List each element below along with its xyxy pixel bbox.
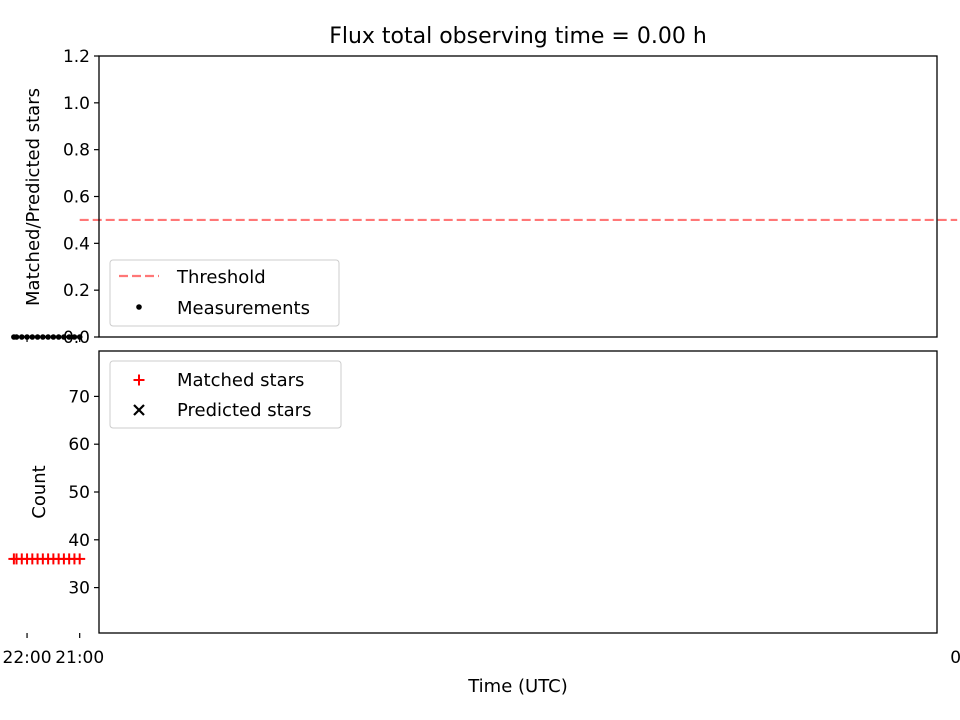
measurement-point xyxy=(71,334,78,340)
x-tick-label: 04:00 xyxy=(950,648,960,668)
bottom-y-axis-label: Count xyxy=(29,465,50,518)
chart-title: Flux total observing time = 0.00 h xyxy=(329,24,707,49)
bottom-panel: 304050607021:0022:0023:0000:0001:0002:00… xyxy=(3,350,960,668)
top-legend: Threshold Measurements xyxy=(109,259,340,327)
y-tick-label: 70 xyxy=(68,387,90,407)
y-tick-label: 0.6 xyxy=(63,188,90,208)
legend-predicted-swatch xyxy=(133,404,145,416)
y-tick-label: 0.0 xyxy=(63,328,90,348)
measurement-point xyxy=(61,334,67,340)
y-tick-label: 0.2 xyxy=(63,281,90,301)
legend-predicted-label: Predicted stars xyxy=(177,400,311,421)
y-tick-label: 1.0 xyxy=(63,94,90,114)
legend-matched-swatch xyxy=(133,374,145,386)
y-tick-label: 1.2 xyxy=(63,47,90,67)
y-tick-label: 40 xyxy=(68,531,90,551)
bottom-plot-frame xyxy=(98,350,938,634)
measurement-point xyxy=(45,334,51,340)
legend-box xyxy=(109,360,342,429)
y-tick-label: 0.8 xyxy=(63,141,90,161)
top-plot-frame xyxy=(98,55,938,338)
matched-star-point xyxy=(8,553,20,565)
y-tick-label: 50 xyxy=(68,483,90,503)
bottom-legend: Matched stars Predicted stars xyxy=(109,360,342,429)
measurement-point xyxy=(11,334,17,340)
y-tick-label: 30 xyxy=(68,579,90,599)
x-tick-label: 21:00 xyxy=(55,648,104,668)
measurement-point xyxy=(18,334,25,340)
y-tick-label: 60 xyxy=(68,435,90,455)
legend-matched-label: Matched stars xyxy=(177,370,304,391)
legend-threshold-label: Threshold xyxy=(176,267,266,288)
measurement-point xyxy=(50,334,57,340)
measurement-point xyxy=(34,334,41,340)
measurement-point xyxy=(29,334,36,340)
measurement-point xyxy=(55,334,62,340)
x-tick-label: 22:00 xyxy=(3,648,52,668)
y-tick-label: 0.4 xyxy=(63,234,90,254)
legend-box xyxy=(109,259,340,327)
legend-measurement-label: Measurements xyxy=(177,298,310,319)
legend-measurement-swatch xyxy=(136,304,142,310)
top-panel: 0.0 0.2 0.4 0.6 0.8 1.0 1.2 Threshold Measuremen… xyxy=(11,47,958,348)
top-y-axis-label: Matched/Predicted stars xyxy=(23,88,44,306)
x-axis-label: Time (UTC) xyxy=(467,676,568,697)
measurement-point xyxy=(40,334,46,340)
measurement-point xyxy=(66,334,72,340)
